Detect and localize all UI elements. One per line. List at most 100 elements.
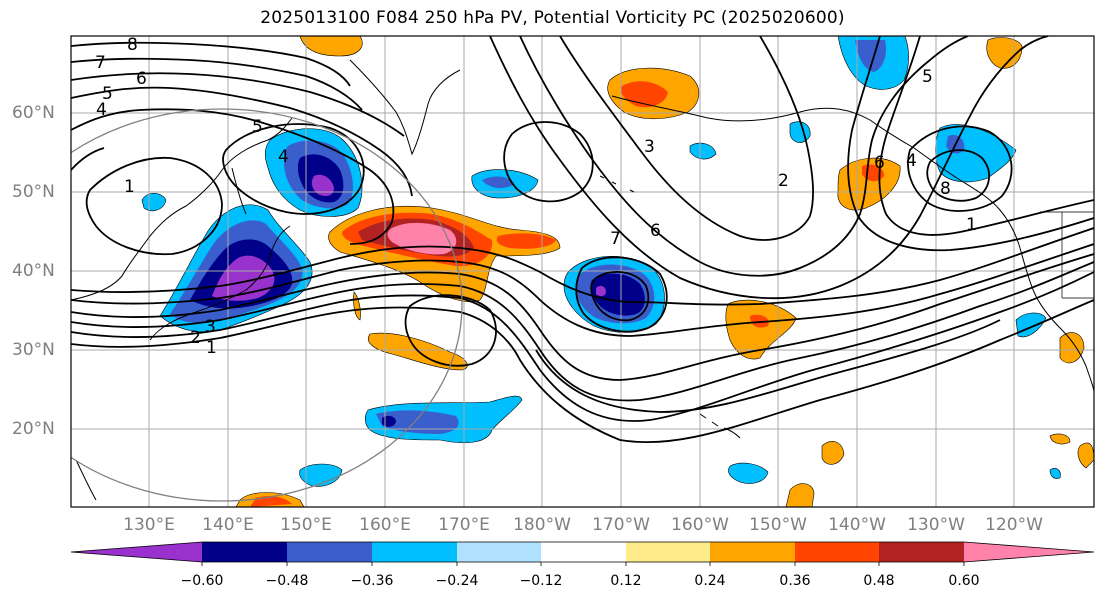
pos-blob-subtrop-7 — [1077, 442, 1094, 469]
pos-blob-main-tail — [496, 233, 556, 249]
lon-label-160e: 160°E — [359, 515, 411, 535]
contour-north-5 — [71, 41, 351, 87]
neg-blob-misc-4 — [299, 463, 343, 487]
neg-blob-misc-7 — [1049, 468, 1061, 479]
pos-blob-subtrop-5 — [821, 441, 845, 465]
colorbar-swatch — [457, 542, 541, 562]
pv-negative-anomalies — [141, 36, 1061, 487]
neg-blob-south-mid — [376, 410, 459, 434]
coast-sakhalin — [231, 167, 247, 215]
contour-north-4 — [71, 57, 363, 111]
contour-ridge-e — [847, 36, 1094, 252]
colorbar-tick-label: −0.60 — [180, 573, 224, 589]
pos-blob-gulf-east — [837, 157, 901, 211]
neg-blob-misc-2 — [141, 192, 167, 212]
colorbar-swatch — [372, 542, 457, 562]
contour-label: 4 — [906, 151, 917, 171]
neg-blob-central-core — [596, 285, 606, 297]
contour-label: 7 — [610, 229, 621, 249]
neg-blob-misc-5 — [789, 121, 811, 143]
contour-label: 6 — [650, 221, 661, 241]
coast-asia-mainland — [71, 117, 293, 301]
contour-label-group: 8 7 6 5 4 5 4 1 3 2 1 3 6 2 7 6 4 5 1 8 — [95, 35, 977, 358]
contour-low-mid — [503, 121, 594, 203]
colorbar-swatch — [202, 542, 287, 562]
lat-label-40n: 40°N — [12, 261, 55, 281]
map-gridlines — [71, 36, 1094, 507]
contour-low-central — [575, 256, 668, 333]
contour-east-low — [907, 125, 1013, 212]
contour-jet-5 — [71, 243, 1094, 337]
contour-label: 2 — [778, 171, 789, 191]
colorbar-swatch — [710, 542, 795, 562]
contour-jet-6 — [71, 227, 1094, 306]
contour-label: 1 — [206, 338, 217, 358]
coast-aleutians — [599, 175, 635, 193]
contour-north-1 — [71, 108, 395, 245]
neg-blob-misc-1b — [482, 176, 514, 189]
lon-label-130w: 130°W — [907, 515, 965, 535]
neg-blob-misc-3 — [728, 462, 769, 484]
contour-ridge-c — [489, 36, 1049, 300]
lon-label-160w: 160°W — [671, 515, 729, 535]
lon-label-170e: 170°E — [438, 515, 490, 535]
contour-low-west — [85, 156, 223, 256]
coast-philippines — [75, 459, 97, 501]
contour-north-2 — [71, 86, 413, 197]
contour-label: 1 — [124, 177, 135, 197]
contour-label: 8 — [127, 35, 138, 55]
lon-label-120w: 120°W — [985, 515, 1043, 535]
contour-jet-3 — [71, 271, 1094, 422]
contour-label: 5 — [252, 117, 263, 137]
colorbar-tick-label: −0.48 — [265, 573, 309, 589]
lat-label-20n: 20°N — [12, 419, 55, 439]
coast-north-america-west — [1019, 247, 1094, 393]
colorbar-swatch — [879, 542, 964, 562]
pos-blob-subtrop-1-red — [750, 314, 769, 328]
contour-jet-1 — [71, 253, 1094, 381]
colorbar-tick-label: 0.24 — [694, 573, 726, 589]
lon-label-140e: 140°E — [202, 515, 254, 535]
pos-blob-ne-corner — [986, 37, 1023, 69]
contour-label: 3 — [644, 137, 655, 157]
pos-blob-subtrop-4 — [785, 483, 815, 507]
map-title: 2025013100 F084 250 hPa PV, Potential Vo… — [260, 8, 845, 28]
contour-low-central-inner — [590, 271, 650, 322]
pos-blob-subtrop-6 — [1059, 332, 1085, 364]
contour-jet-2 — [71, 261, 1094, 402]
contour-west-1 — [71, 147, 105, 171]
lon-label-140w: 140°W — [828, 515, 886, 535]
lon-label-170w: 170°W — [592, 515, 650, 535]
coast-japan — [149, 225, 291, 341]
contour-label: 7 — [95, 53, 106, 73]
neg-blob-kuril-core — [311, 174, 334, 196]
colorbar-swatch — [795, 542, 879, 562]
contour-label: 5 — [102, 84, 113, 104]
contour-label: 5 — [922, 67, 933, 87]
pv-contours — [71, 36, 1094, 444]
contour-low-kuril — [222, 123, 365, 215]
contour-label: 2 — [190, 328, 201, 348]
colorbar-swatch — [541, 542, 626, 562]
colorbar-extend-high — [964, 542, 1094, 562]
contour-label: 4 — [278, 147, 289, 167]
contour-label: 6 — [874, 153, 885, 173]
colorbar — [70, 541, 1095, 566]
colorbar-tick-label: 0.48 — [863, 573, 895, 589]
colorbar-tick-label: 0.12 — [610, 573, 642, 589]
lon-label-180w: 180°W — [513, 515, 571, 535]
colorbar-swatch — [287, 542, 372, 562]
colorbar-tick-label: −0.24 — [435, 573, 479, 589]
lat-label-60n: 60°N — [12, 103, 55, 123]
contour-jet-4 — [71, 299, 1094, 444]
colorbar-swatch — [626, 542, 710, 562]
lon-label-150e: 150°E — [280, 515, 332, 535]
lat-label-30n: 30°N — [12, 340, 55, 360]
lon-label-150w: 150°W — [749, 515, 807, 535]
neg-blob-gulf-mid — [855, 40, 886, 72]
contour-label: 1 — [966, 215, 977, 235]
contour-ridge-d — [878, 36, 1094, 236]
contour-sw-1 — [535, 319, 1001, 413]
map-frame — [70, 35, 1095, 508]
